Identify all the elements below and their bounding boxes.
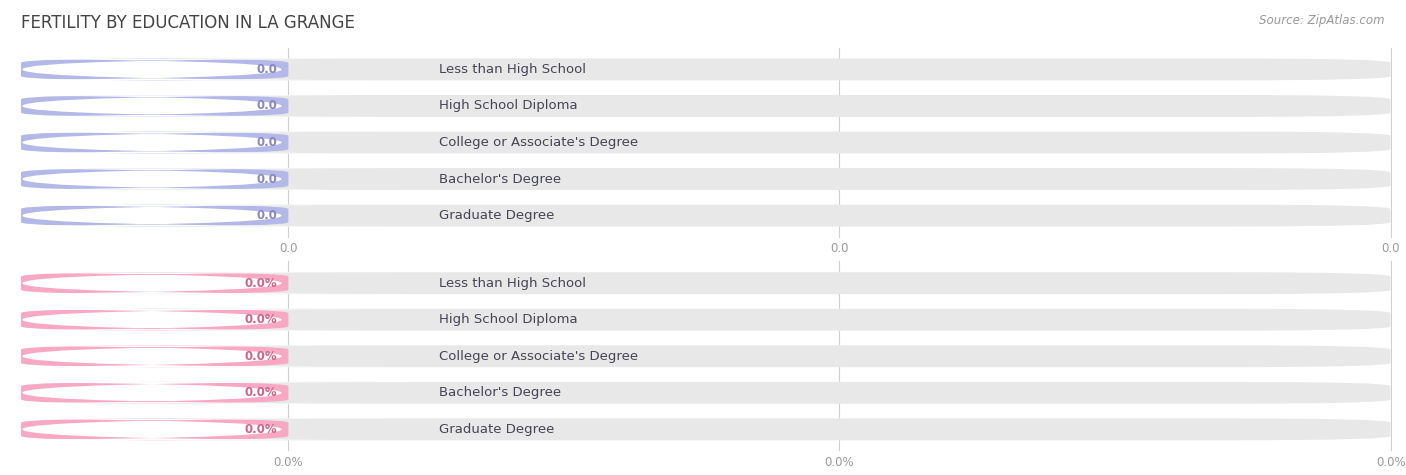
- Text: FERTILITY BY EDUCATION IN LA GRANGE: FERTILITY BY EDUCATION IN LA GRANGE: [21, 14, 354, 32]
- Text: 0.0: 0.0: [830, 242, 849, 255]
- FancyBboxPatch shape: [21, 95, 1391, 117]
- FancyBboxPatch shape: [21, 382, 288, 404]
- FancyBboxPatch shape: [21, 58, 288, 80]
- Text: 0.0: 0.0: [256, 63, 277, 76]
- Text: High School Diploma: High School Diploma: [439, 99, 578, 113]
- Text: 0.0%: 0.0%: [245, 350, 277, 363]
- FancyBboxPatch shape: [21, 272, 288, 294]
- Text: 0.0%: 0.0%: [245, 276, 277, 290]
- Text: Graduate Degree: Graduate Degree: [439, 209, 554, 222]
- Text: Source: ZipAtlas.com: Source: ZipAtlas.com: [1260, 14, 1385, 27]
- Text: Bachelor's Degree: Bachelor's Degree: [439, 386, 561, 399]
- Text: 0.0%: 0.0%: [245, 313, 277, 326]
- FancyBboxPatch shape: [0, 309, 427, 331]
- FancyBboxPatch shape: [21, 418, 288, 440]
- Text: Less than High School: Less than High School: [439, 276, 586, 290]
- FancyBboxPatch shape: [21, 58, 1391, 80]
- Text: 0.0%: 0.0%: [245, 423, 277, 436]
- Text: 0.0: 0.0: [256, 172, 277, 186]
- FancyBboxPatch shape: [0, 95, 427, 117]
- FancyBboxPatch shape: [21, 309, 288, 331]
- Text: College or Associate's Degree: College or Associate's Degree: [439, 136, 638, 149]
- Text: Graduate Degree: Graduate Degree: [439, 423, 554, 436]
- FancyBboxPatch shape: [21, 309, 1391, 331]
- FancyBboxPatch shape: [21, 345, 1391, 367]
- FancyBboxPatch shape: [21, 95, 288, 117]
- Text: Bachelor's Degree: Bachelor's Degree: [439, 172, 561, 186]
- FancyBboxPatch shape: [0, 345, 427, 367]
- Text: College or Associate's Degree: College or Associate's Degree: [439, 350, 638, 363]
- Text: 0.0: 0.0: [256, 99, 277, 113]
- Text: 0.0%: 0.0%: [825, 456, 855, 469]
- Text: 0.0: 0.0: [256, 209, 277, 222]
- FancyBboxPatch shape: [0, 205, 427, 227]
- Text: 0.0%: 0.0%: [274, 456, 304, 469]
- FancyBboxPatch shape: [0, 272, 427, 294]
- FancyBboxPatch shape: [21, 382, 1391, 404]
- FancyBboxPatch shape: [21, 345, 288, 367]
- FancyBboxPatch shape: [0, 382, 427, 404]
- FancyBboxPatch shape: [0, 418, 427, 440]
- Text: 0.0: 0.0: [1381, 242, 1400, 255]
- Text: 0.0: 0.0: [256, 136, 277, 149]
- Text: Less than High School: Less than High School: [439, 63, 586, 76]
- FancyBboxPatch shape: [21, 272, 1391, 294]
- FancyBboxPatch shape: [0, 132, 427, 153]
- Text: 0.0: 0.0: [280, 242, 298, 255]
- FancyBboxPatch shape: [21, 132, 1391, 153]
- FancyBboxPatch shape: [0, 58, 427, 80]
- FancyBboxPatch shape: [21, 205, 1391, 227]
- FancyBboxPatch shape: [21, 132, 288, 153]
- Text: 0.0%: 0.0%: [245, 386, 277, 399]
- FancyBboxPatch shape: [21, 168, 288, 190]
- FancyBboxPatch shape: [21, 418, 1391, 440]
- FancyBboxPatch shape: [21, 205, 288, 227]
- FancyBboxPatch shape: [21, 168, 1391, 190]
- Text: High School Diploma: High School Diploma: [439, 313, 578, 326]
- Text: 0.0%: 0.0%: [1375, 456, 1406, 469]
- FancyBboxPatch shape: [0, 168, 427, 190]
